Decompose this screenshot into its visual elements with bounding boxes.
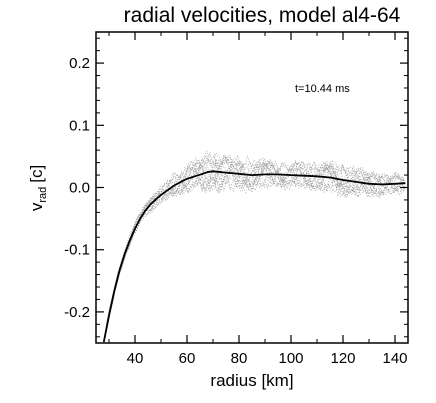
scatter-profile xyxy=(103,150,406,343)
scatter-profile xyxy=(103,155,406,343)
scatter-profile xyxy=(103,152,406,341)
chart-title: radial velocities, model al4-64 xyxy=(124,4,401,27)
y-tick-label: 0.2 xyxy=(69,55,90,72)
y-axis-title-sub: rad xyxy=(37,187,49,203)
y-tick-label: 0.0 xyxy=(69,180,90,197)
x-tick-label: 80 xyxy=(231,350,248,367)
x-tick-label: 140 xyxy=(382,350,407,367)
x-tick-label: 100 xyxy=(278,350,303,367)
x-tick-label: 120 xyxy=(330,350,355,367)
time-annotation: t=10.44 ms xyxy=(295,83,350,95)
mean-velocity-line xyxy=(102,170,406,343)
scatter-profile xyxy=(103,154,406,343)
y-axis-title-main: v xyxy=(27,202,46,211)
y-axis-title-unit: [c] xyxy=(27,165,46,183)
scatter-profile xyxy=(103,155,406,343)
scatter-layer xyxy=(103,150,406,343)
scatter-profile xyxy=(103,155,406,343)
y-tick-label: -0.1 xyxy=(64,242,90,259)
scatter-profile xyxy=(103,152,406,340)
scatter-profile xyxy=(103,157,406,340)
x-axis-title: radius [km] xyxy=(210,371,293,390)
y-axis-title: vrad [c] xyxy=(27,165,49,211)
scatter-profile xyxy=(103,155,406,341)
series-layer xyxy=(102,170,406,343)
scatter-profile xyxy=(103,159,406,342)
y-tick-label: 0.1 xyxy=(69,117,90,134)
x-tick-label: 40 xyxy=(127,350,144,367)
scatter-profile xyxy=(103,158,406,343)
y-ticks: -0.2 -0.1 0.0 0.1 0.2 xyxy=(64,37,408,338)
scatter-profile xyxy=(103,159,406,342)
x-ticks: 40 60 80 100 120 140 xyxy=(108,32,408,367)
plot-frame xyxy=(95,31,409,344)
svg-text:vrad[c]: vrad [c] xyxy=(27,165,49,211)
x-tick-label: 60 xyxy=(179,350,196,367)
y-tick-label: -0.2 xyxy=(64,304,90,321)
